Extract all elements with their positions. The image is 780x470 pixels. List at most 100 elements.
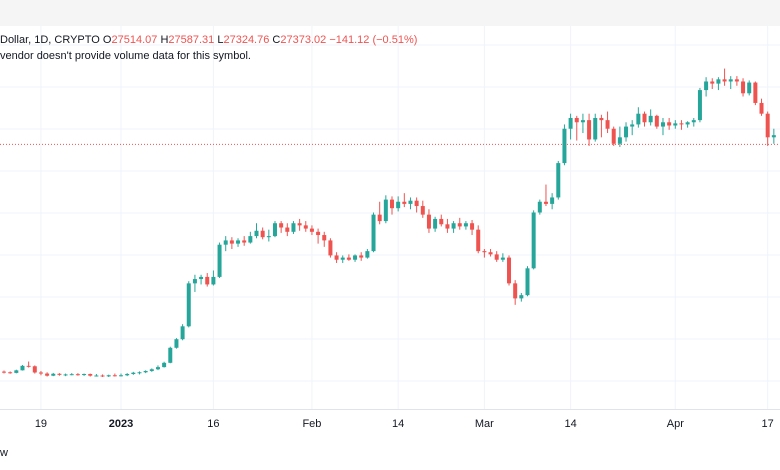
candle	[119, 373, 124, 377]
candle-body	[599, 117, 604, 121]
candle	[14, 369, 19, 374]
candle	[433, 216, 438, 232]
candle	[168, 346, 173, 364]
candle	[500, 253, 505, 262]
candle-body	[192, 279, 197, 284]
candle	[211, 270, 216, 286]
low-label: L	[217, 34, 224, 46]
open-value: 27514.07	[111, 34, 158, 46]
candle	[57, 373, 62, 376]
candle	[51, 372, 56, 377]
candle	[494, 251, 499, 262]
x-tick-label: 19	[34, 418, 48, 430]
x-tick-label: 2023	[108, 418, 134, 430]
candle-body	[2, 371, 6, 373]
candle-body	[217, 244, 222, 277]
candle	[679, 120, 684, 130]
candle	[125, 373, 130, 377]
candle-body	[420, 206, 425, 215]
candle-body	[8, 372, 13, 374]
candle	[476, 225, 481, 254]
candle-body	[587, 120, 592, 140]
candle-body	[562, 128, 567, 164]
candle	[199, 274, 204, 285]
candle	[272, 221, 277, 238]
candle	[279, 221, 284, 233]
candle-body	[673, 123, 678, 126]
x-tick-label: 14	[564, 418, 577, 430]
candle	[205, 273, 210, 287]
candle	[162, 361, 167, 368]
candle-body	[291, 223, 296, 232]
candle	[38, 370, 43, 376]
candle-body	[624, 126, 629, 138]
time-axis-separator	[0, 409, 780, 410]
candle	[605, 111, 610, 134]
candle	[180, 324, 185, 341]
candle-body	[685, 122, 690, 125]
candle-body	[771, 135, 776, 138]
candlestick-chart[interactable]	[0, 0, 780, 410]
candle	[568, 113, 573, 140]
candle-body	[236, 240, 241, 244]
candle	[260, 227, 265, 240]
candle	[691, 117, 696, 127]
candle	[236, 238, 241, 247]
candle-body	[408, 200, 413, 204]
candle-body	[710, 81, 715, 84]
candle	[642, 111, 647, 127]
candle-body	[322, 235, 327, 241]
candle	[94, 373, 99, 377]
candle-body	[353, 255, 358, 260]
candle-body	[390, 199, 394, 209]
candle	[716, 77, 721, 91]
candle	[396, 196, 401, 212]
candle	[408, 197, 413, 210]
candle	[451, 221, 456, 233]
candle	[365, 248, 370, 259]
candle	[463, 221, 468, 230]
candle-body	[26, 365, 31, 367]
candle	[131, 371, 136, 375]
candle	[285, 223, 290, 237]
candle-body	[279, 223, 284, 228]
candle	[513, 280, 518, 305]
candle	[673, 120, 678, 129]
candle-body	[697, 90, 702, 121]
ohlc-legend: Dollar, 1D, CRYPTO O27514.07 H27587.31 L…	[0, 34, 417, 46]
candle-body	[605, 120, 610, 129]
candle-body	[630, 124, 635, 127]
candle-body	[513, 283, 518, 299]
candle	[531, 210, 536, 270]
candle	[630, 120, 635, 136]
candle-body	[297, 223, 302, 226]
candle-body	[765, 113, 770, 138]
x-tick-label: Apr	[666, 418, 684, 430]
candle	[660, 117, 665, 136]
candle	[543, 184, 548, 207]
candle-body	[660, 122, 665, 127]
candle-body	[168, 347, 173, 363]
candle	[149, 368, 154, 372]
candle-body	[131, 372, 136, 374]
candle-body	[88, 373, 93, 376]
candle	[82, 373, 87, 376]
candle	[359, 252, 364, 261]
candle-body	[741, 81, 746, 94]
candle	[519, 293, 524, 302]
candle-body	[119, 375, 124, 377]
candle	[734, 76, 739, 86]
candle-body	[463, 223, 468, 227]
candle	[667, 117, 672, 130]
candle	[303, 221, 308, 232]
candle-body	[476, 229, 481, 252]
candle	[747, 80, 752, 96]
candle	[648, 109, 653, 126]
candle-body	[316, 231, 321, 236]
candle-body	[759, 102, 764, 114]
x-tick-label: 16	[207, 418, 220, 430]
candle-body	[580, 120, 585, 123]
candle-body	[531, 212, 536, 269]
candle	[242, 236, 247, 246]
candle	[254, 223, 259, 239]
